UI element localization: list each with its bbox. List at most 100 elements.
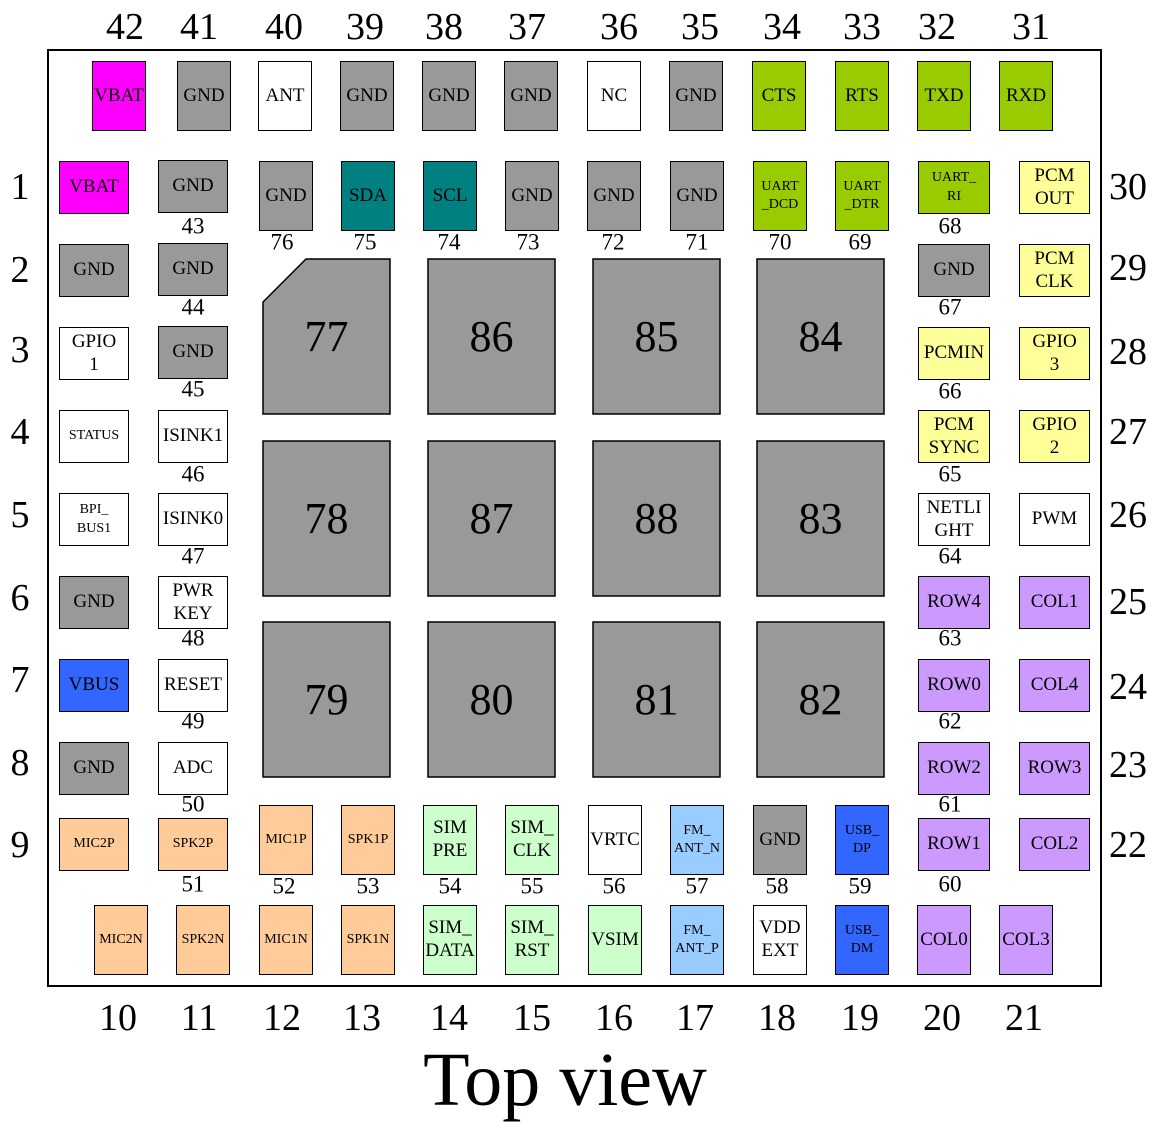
- pin-54-number: 54: [438, 873, 462, 899]
- pin-26-number: 26: [1109, 494, 1147, 536]
- pin-81-number: 81: [635, 675, 679, 724]
- pin-70-label: UART _DCD: [761, 178, 799, 212]
- pin-76-label: GND: [265, 184, 307, 206]
- pin-34-number: 34: [763, 6, 801, 48]
- pin-3-label: GPIO 1: [71, 330, 117, 375]
- pin-88-number: 88: [635, 494, 679, 543]
- pin-42-pad: VBAT: [92, 61, 146, 131]
- pin-30-pad: PCM OUT: [1019, 161, 1090, 214]
- pin-30-label: PCM OUT: [1034, 164, 1075, 209]
- pin-80-number: 80: [470, 675, 514, 724]
- pin-10-label: MIC2N: [99, 931, 143, 947]
- pin-12-label: MIC1N: [264, 931, 308, 947]
- pin-71-pad: GND: [670, 161, 724, 231]
- pin-67-label: GND: [933, 259, 975, 281]
- pin-19-pad: USB_ DM: [835, 905, 889, 975]
- pin-44-number: 44: [181, 294, 205, 320]
- pin-54-label: SIM PRE: [432, 817, 468, 861]
- pin-42-label: VBAT: [94, 84, 144, 106]
- pin-45-number: 45: [181, 376, 205, 402]
- pin-36-number: 36: [600, 6, 638, 48]
- pin-85-number: 85: [635, 312, 679, 361]
- pin-11-label: SPK2N: [181, 931, 225, 947]
- pin-53-pad: SPK1P: [341, 805, 395, 875]
- pin-27-number: 27: [1109, 411, 1147, 453]
- pin-15-number: 15: [513, 997, 551, 1039]
- pin-34-label: CTS: [761, 84, 797, 106]
- pin-10-pad: MIC2N: [94, 905, 148, 975]
- pin-69-label: UART _DTR: [843, 178, 881, 212]
- pin-21-number: 21: [1005, 997, 1043, 1039]
- pin-65-label: PCM SYNC: [928, 413, 980, 458]
- pin-73-number: 73: [516, 229, 540, 255]
- pin-48-label: PWR KEY: [172, 579, 214, 624]
- pin-82-number: 82: [799, 675, 843, 724]
- pin-8-label: GND: [73, 757, 115, 779]
- pin-18-label: VDD EXT: [759, 917, 801, 961]
- pin-68-number: 68: [938, 213, 962, 239]
- pin-57-number: 57: [685, 873, 709, 899]
- pin-23-number: 23: [1109, 744, 1147, 786]
- pin-44-label: GND: [172, 258, 214, 280]
- pin-67-pad: GND: [918, 244, 990, 297]
- pin-55-label: SIM_ CLK: [510, 817, 554, 861]
- pin-10-number: 10: [99, 997, 137, 1039]
- pin-49-pad: RESET: [158, 659, 228, 712]
- pin-19-number: 19: [841, 997, 879, 1039]
- pin-70-pad: UART _DCD: [753, 161, 807, 231]
- pin-16-label: VSIM: [591, 928, 639, 950]
- pin-52-label: MIC1P: [265, 831, 307, 847]
- pin-35-label: GND: [675, 84, 717, 106]
- pin-33-label: RTS: [845, 84, 879, 106]
- pin-46-label: ISINK1: [162, 425, 224, 447]
- pin-33-number: 33: [843, 6, 881, 48]
- pin-1-pad: VBAT: [59, 161, 129, 214]
- pin-8-pad: GND: [59, 742, 129, 795]
- pin-1-label: VBAT: [69, 176, 119, 198]
- pin-63-number: 63: [938, 625, 962, 651]
- pin-32-number: 32: [918, 6, 956, 48]
- pin-26-pad: PWM: [1019, 493, 1090, 546]
- pin-74-number: 74: [437, 229, 461, 255]
- pin-79-pad: [262, 621, 391, 778]
- pin-71-number: 71: [685, 229, 709, 255]
- pin-46-pad: ISINK1: [158, 410, 228, 463]
- pin-80-pad: [427, 621, 556, 778]
- pin-56-number: 56: [602, 873, 626, 899]
- pin-62-pad: ROW0: [918, 659, 990, 712]
- pin-64-label: NETLI GHT: [926, 496, 982, 541]
- pin-61-label: ROW2: [927, 757, 981, 779]
- pin-39-label: GND: [346, 84, 388, 106]
- pin-78-number: 78: [305, 494, 349, 543]
- pin-72-number: 72: [601, 229, 625, 255]
- pin-62-number: 62: [938, 708, 962, 734]
- pin-66-label: PCMIN: [923, 342, 985, 364]
- pin-59-number: 59: [848, 873, 872, 899]
- pin-3-pad: GPIO 1: [59, 327, 129, 380]
- pin-85-pad: [592, 258, 721, 415]
- pin-12-number: 12: [263, 997, 301, 1039]
- pin-70-number: 70: [768, 229, 792, 255]
- pin-7-number: 7: [10, 659, 30, 701]
- pin-48-number: 48: [181, 625, 205, 651]
- pin-49-label: RESET: [163, 674, 223, 696]
- pin-75-label: SDA: [348, 184, 387, 206]
- pin-56-pad: VRTC: [588, 805, 642, 875]
- pin-24-label: COL4: [1030, 674, 1079, 696]
- pin-9-label: MIC2P: [73, 836, 115, 852]
- pin-53-label: SPK1P: [347, 831, 389, 847]
- pin-75-pad: SDA: [341, 161, 395, 231]
- pin-68-pad: UART_ RI: [918, 161, 990, 214]
- pin-28-label: GPIO 3: [1032, 330, 1077, 375]
- pin-48-pad: PWR KEY: [158, 576, 228, 629]
- pin-73-label: GND: [511, 184, 553, 206]
- pin-22-pad: COL2: [1019, 818, 1090, 871]
- pin-20-number: 20: [923, 997, 961, 1039]
- pin-36-pad: NC: [587, 61, 641, 131]
- pin-29-pad: PCM CLK: [1019, 244, 1090, 297]
- pin-49-number: 49: [181, 708, 205, 734]
- pin-15-label: SIM_ RST: [510, 917, 554, 961]
- pin-27-pad: GPIO 2: [1019, 410, 1090, 463]
- pin-18-number: 18: [758, 997, 796, 1039]
- pin-6-number: 6: [10, 577, 30, 619]
